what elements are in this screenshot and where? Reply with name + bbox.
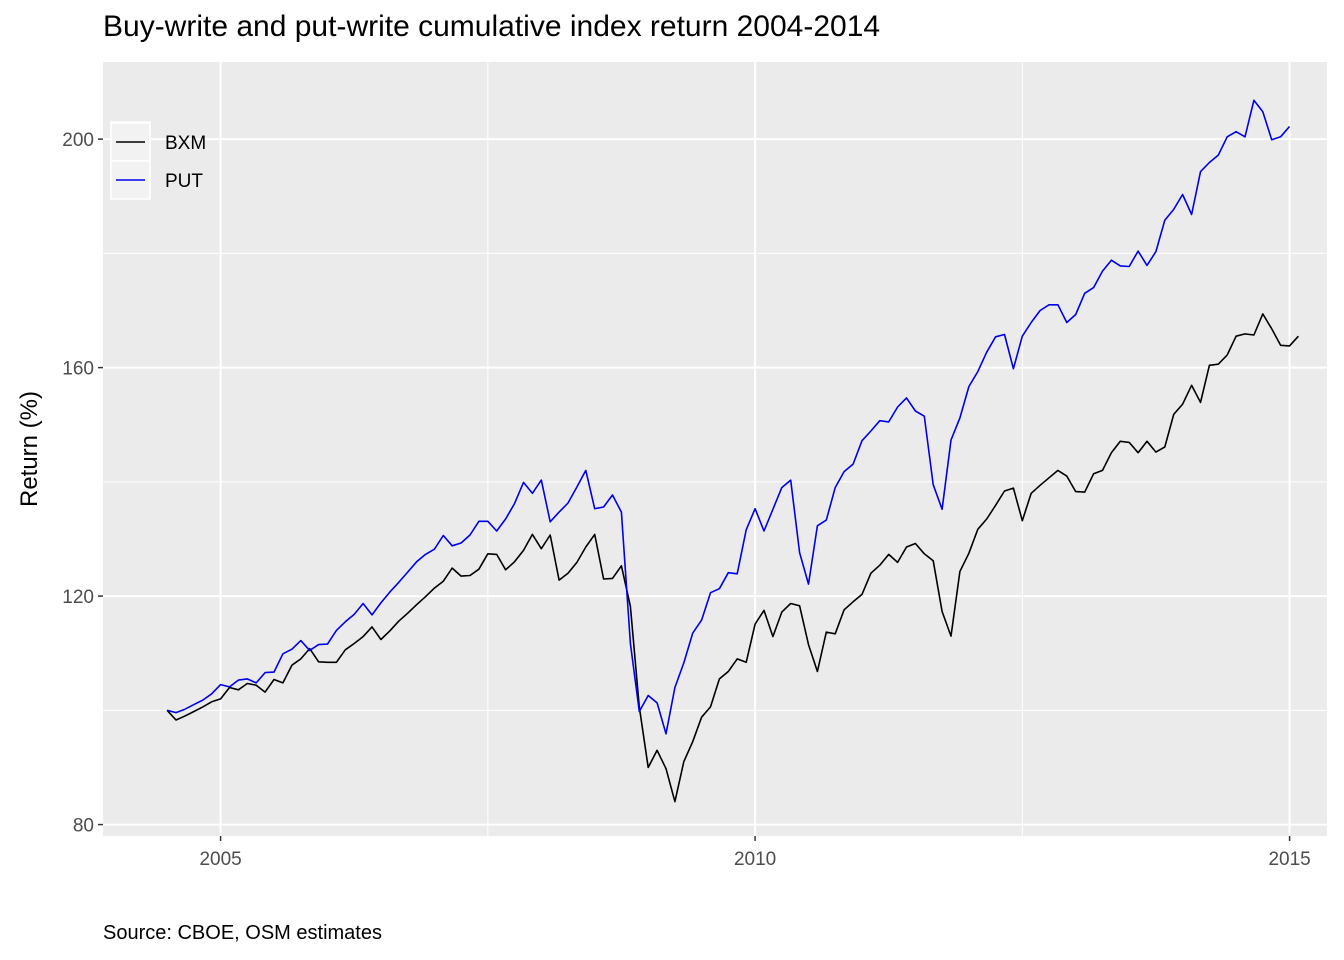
x-tick-label: 2005 xyxy=(199,849,241,870)
x-tick-label: 2015 xyxy=(1268,849,1310,870)
series-line-put xyxy=(166,99,1291,735)
y-tick-label: 160 xyxy=(62,359,94,380)
axis-ticks xyxy=(98,138,1291,841)
y-tick-label: 200 xyxy=(62,130,94,151)
y-axis-title: Return (%) xyxy=(16,391,43,507)
y-tick-label: 80 xyxy=(73,816,94,837)
legend-label-put: PUT xyxy=(165,171,203,192)
x-tick-label: 2010 xyxy=(734,849,776,870)
chart-title: Buy-write and put-write cumulative index… xyxy=(103,10,881,43)
source-caption: Source: CBOE, OSM estimates xyxy=(103,922,382,944)
series-lines xyxy=(166,99,1299,803)
x-tick-labels: 2005 2010 2015 xyxy=(199,849,1310,870)
y-tick-labels: 80 120 160 200 xyxy=(62,130,94,836)
series-line-bxm xyxy=(166,313,1299,803)
major-gridlines xyxy=(103,62,1327,836)
legend-label-bxm: BXM xyxy=(165,133,206,154)
y-tick-label: 120 xyxy=(62,587,94,608)
legend: BXM PUT xyxy=(110,121,206,200)
plot-background xyxy=(103,62,1327,836)
minor-gridlines xyxy=(103,62,1327,836)
